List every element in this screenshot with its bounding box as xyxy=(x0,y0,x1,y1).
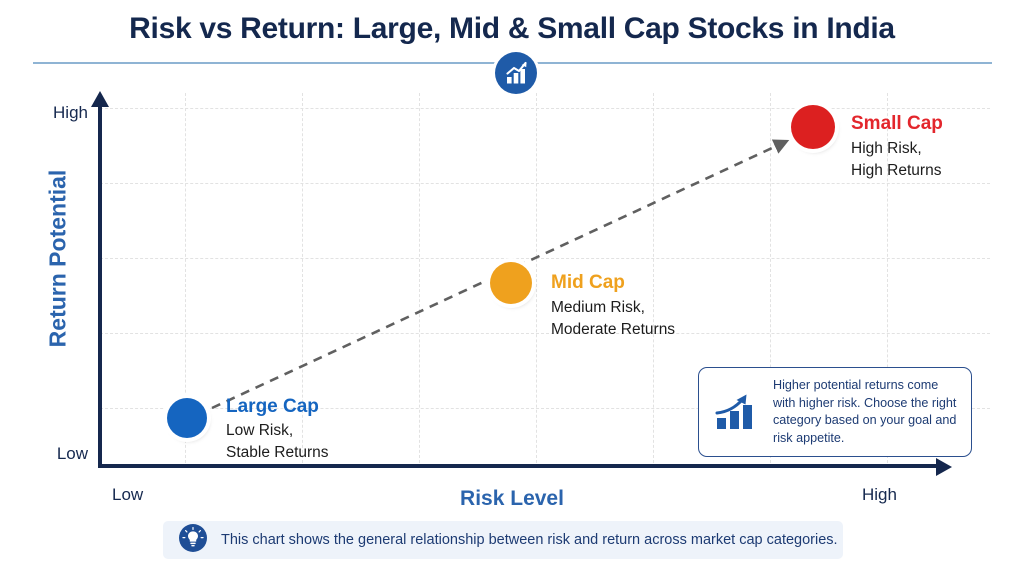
x-axis-arrowhead xyxy=(936,458,952,476)
y-axis-line xyxy=(98,105,102,468)
point-description-line1: High Risk, xyxy=(851,140,922,157)
point-marker[interactable] xyxy=(167,398,207,438)
y-axis-tick-high: High xyxy=(53,103,88,122)
gridline-vertical xyxy=(887,93,888,468)
point-label: Large Cap xyxy=(226,396,319,417)
gridline-horizontal xyxy=(100,183,990,184)
point-marker[interactable] xyxy=(791,105,835,149)
y-axis-tick-low: Low xyxy=(56,444,88,463)
header-divider-right xyxy=(537,62,992,64)
callout-line-3: category based on your goal and xyxy=(773,413,957,427)
gridline-horizontal xyxy=(100,108,990,109)
gridline-vertical xyxy=(536,93,537,468)
callout-line-1: Higher potential returns come xyxy=(773,378,939,392)
point-description-line2: Stable Returns xyxy=(226,444,329,461)
gridline-vertical xyxy=(185,93,186,468)
x-axis-tick-low: Low xyxy=(112,485,144,504)
gridline-vertical xyxy=(419,93,420,468)
footer-note-text: This chart shows the general relationshi… xyxy=(221,532,838,548)
bar-chart-growth-icon xyxy=(711,386,763,439)
footer-note-bar: This chart shows the general relationshi… xyxy=(163,521,843,559)
point-description-line1: Medium Risk, xyxy=(551,299,645,316)
bar-chart-growth-icon xyxy=(495,52,537,94)
point-description-line2: High Returns xyxy=(851,162,942,179)
callout-line-4: risk appetite. xyxy=(773,430,845,445)
point-label: Small Cap xyxy=(851,113,943,134)
point-marker[interactable] xyxy=(490,262,532,304)
x-axis-title: Risk Level xyxy=(460,487,564,510)
gridline-horizontal xyxy=(100,258,990,259)
callout-text: Higher potential returns come with highe… xyxy=(773,377,956,447)
gridline-vertical xyxy=(653,93,654,468)
gridline-horizontal xyxy=(100,333,990,334)
header-divider-left xyxy=(33,62,495,64)
x-axis-line xyxy=(98,464,940,468)
y-axis-title: Return Potential xyxy=(44,169,71,348)
point-label: Mid Cap xyxy=(551,272,625,293)
lightbulb-icon xyxy=(179,523,207,557)
x-axis-tick-high: High xyxy=(862,485,897,504)
point-description-line1: Low Risk, xyxy=(226,422,294,439)
insight-callout-box: Higher potential returns come with highe… xyxy=(698,367,972,457)
page-title: Risk vs Return: Large, Mid & Small Cap S… xyxy=(129,12,895,45)
point-description-line2: Moderate Returns xyxy=(551,321,676,338)
callout-line-2: with higher risk. Choose the right xyxy=(773,395,957,410)
y-axis-arrowhead xyxy=(91,91,109,107)
